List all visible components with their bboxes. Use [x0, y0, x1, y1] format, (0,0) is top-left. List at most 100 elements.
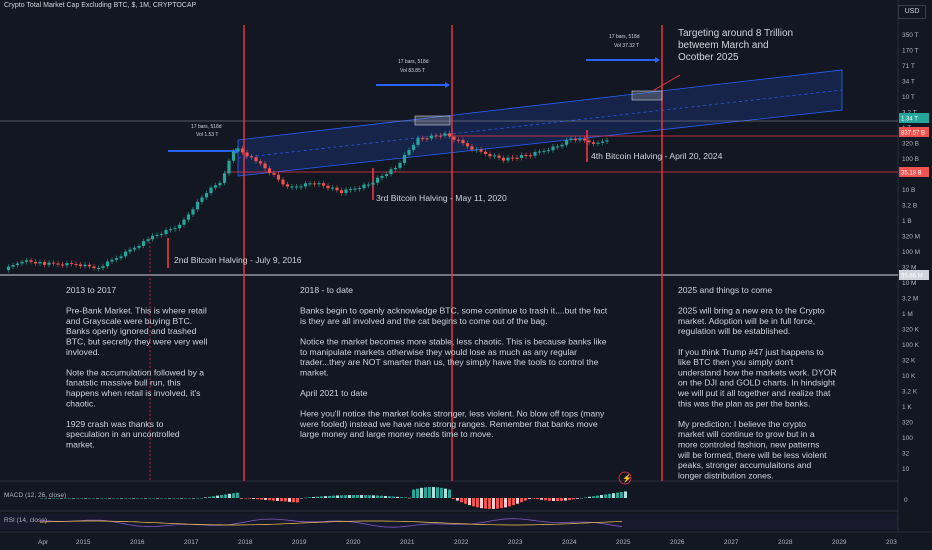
candle [47, 262, 51, 265]
channel-midline [237, 89, 843, 159]
macd-bar [160, 498, 163, 499]
candle [551, 146, 555, 151]
candles [6, 130, 609, 273]
macd-bar [548, 498, 551, 501]
note-line: we will put it all together and realize … [677, 388, 831, 398]
macd-bar [360, 495, 363, 498]
candle [114, 258, 119, 260]
y-tick-label: 3.2 K [902, 389, 918, 396]
macd-bar [528, 498, 531, 499]
note-line: peaks, stronger accumulaitons and [678, 460, 811, 470]
note-line: is they are all involved and the cat beg… [300, 316, 547, 326]
range-box-2021 [414, 115, 451, 126]
macd-bar [248, 498, 251, 499]
candle [317, 183, 321, 185]
y-tick-label: 320 B [902, 141, 919, 148]
candle [24, 260, 29, 262]
macd-bar [44, 498, 47, 499]
macd-bar [96, 498, 99, 499]
lightning-icon[interactable] [618, 471, 632, 485]
macd-bar [260, 498, 263, 500]
macd-bar [392, 496, 395, 498]
macd-bar [448, 489, 451, 498]
rsi-ma-line [39, 520, 623, 526]
macd-bar [348, 495, 351, 498]
candle [488, 154, 492, 157]
macd-bar [524, 498, 527, 501]
bars1-vol: Vol 1.53 T [196, 132, 218, 138]
macd-bar [100, 498, 103, 499]
macd-bar [292, 498, 295, 503]
macd-bar [288, 498, 291, 502]
candle [470, 146, 474, 150]
candle [177, 224, 182, 229]
macd-bar [352, 495, 355, 498]
candle [501, 157, 506, 161]
candle [294, 186, 299, 188]
x-tick-label: 2026 [670, 539, 685, 546]
macd-bar [376, 495, 379, 498]
candle [456, 139, 461, 141]
target-line-1: Targeting around 8 Trillion [678, 28, 793, 39]
candle [51, 262, 56, 264]
macd-bar [144, 498, 147, 499]
macd-bar [204, 497, 207, 498]
x-tick-label: 2020 [346, 539, 361, 546]
y-tick-label: 100 B [902, 156, 919, 163]
candle [348, 189, 353, 191]
candle [546, 150, 551, 152]
y-tick-label: 1 B [902, 218, 912, 225]
notes-2018-to-date: 2018 - to date Banks begin to openly ackn… [299, 285, 608, 439]
x-tick-label: 2029 [832, 539, 847, 546]
rsi-line [39, 518, 623, 528]
macd-bar [304, 497, 307, 499]
note-line: Notice the market becomes more stable, l… [300, 337, 607, 347]
candle [353, 188, 357, 190]
note-line: Banks begin to openly acknowledge BTC, s… [300, 306, 608, 316]
macd-bar [84, 498, 87, 499]
candle [141, 241, 146, 246]
macd-bar [476, 498, 479, 508]
macd-bar [396, 496, 399, 498]
macd-bar [444, 488, 447, 498]
macd-bar [92, 498, 95, 499]
macd-bar [520, 498, 523, 503]
candle [375, 177, 380, 183]
macd-bar [76, 498, 79, 499]
candle [564, 140, 569, 145]
candle [308, 183, 312, 185]
candle [402, 154, 407, 163]
candle [60, 264, 65, 266]
notes-2025: 2025 and things to come 2025 will bring a… [677, 285, 837, 480]
macd-bar [208, 496, 211, 498]
candle [240, 148, 245, 153]
candle [555, 146, 560, 148]
note-line: market will continue to grow but in a [678, 429, 815, 439]
candle [447, 133, 452, 137]
y-tick-label: 32 M [902, 265, 916, 272]
candle [605, 140, 609, 142]
macd-bar [340, 495, 343, 498]
candle [231, 151, 236, 161]
macd-bar [232, 493, 235, 498]
macd-bar [600, 495, 603, 498]
macd-bar [316, 496, 319, 498]
macd-bar [48, 498, 51, 499]
candle [200, 197, 204, 202]
candle [321, 183, 326, 186]
candle [479, 149, 483, 152]
candle [578, 138, 582, 141]
candle [366, 184, 371, 186]
candle [569, 138, 573, 141]
candle [281, 179, 285, 185]
macd-bar [436, 487, 439, 498]
y-tick-label: 32 K [902, 358, 916, 365]
macd-bar [492, 498, 495, 509]
price-tag-bg [899, 127, 929, 137]
macd-bar [512, 498, 515, 506]
candle [465, 143, 470, 147]
macd-bar [320, 496, 323, 498]
note-line: happens when retail is involved, it's [66, 388, 200, 398]
candle [528, 155, 533, 157]
